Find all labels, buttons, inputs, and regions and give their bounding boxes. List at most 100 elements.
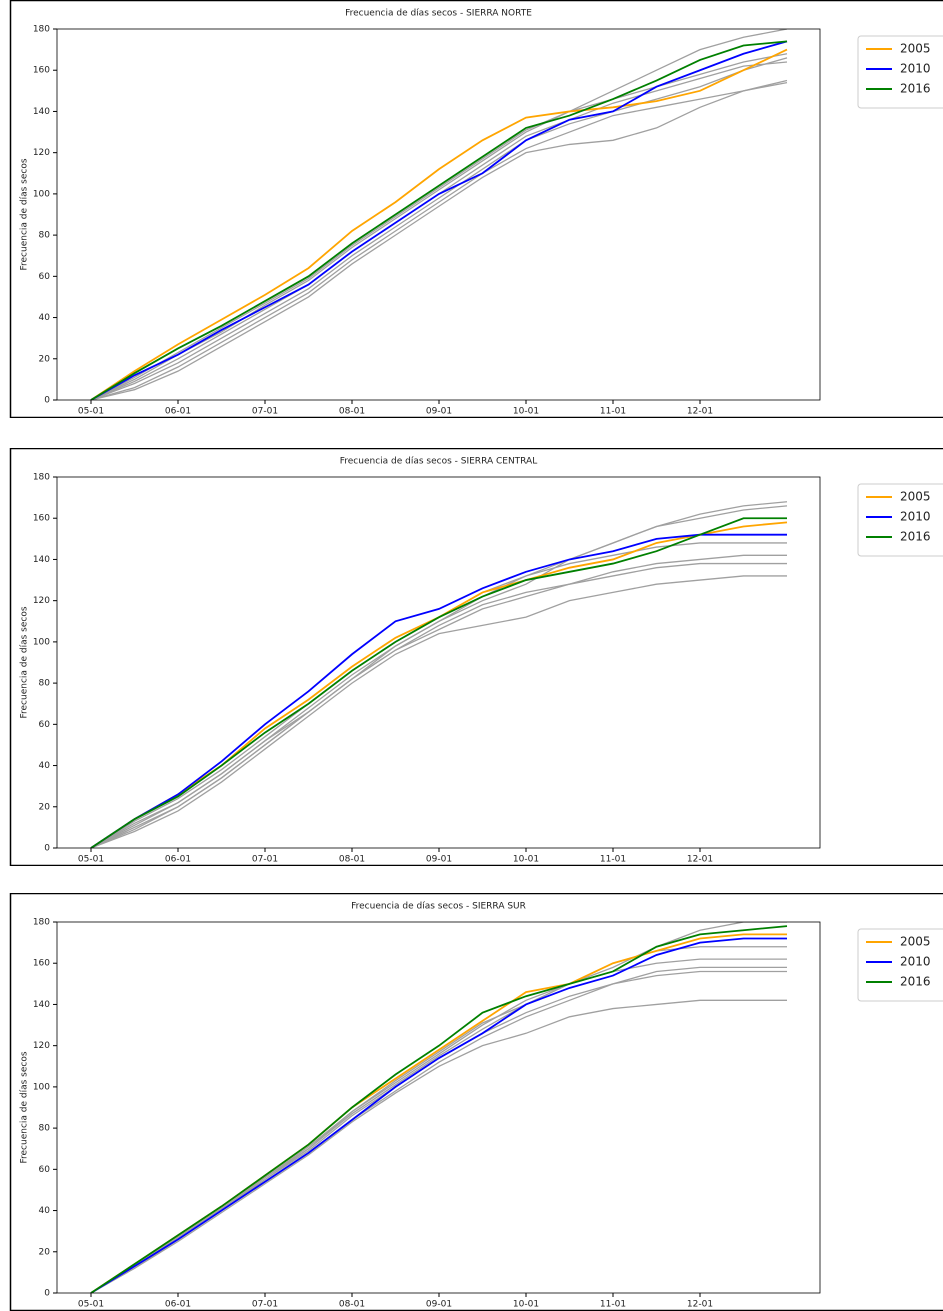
legend-label: 2010 xyxy=(900,955,931,969)
chart: Frecuencia de días secos - SIERRA SUR Fre… xyxy=(9,893,943,1311)
y-tick-label: 60 xyxy=(39,272,51,282)
y-tick-label: 160 xyxy=(33,66,50,76)
x-tick-label: 12-01 xyxy=(687,855,713,865)
y-axis-label: Frecuencia de días secos xyxy=(20,158,30,270)
y-tick-label: 0 xyxy=(44,1289,50,1299)
y-tick-label: 120 xyxy=(33,596,50,606)
y-tick-label: 80 xyxy=(39,679,51,689)
series-line xyxy=(90,61,788,400)
series-line xyxy=(90,57,788,400)
series-line xyxy=(90,81,788,400)
series-line xyxy=(90,937,787,1293)
x-tick-label: 12-01 xyxy=(687,1300,713,1310)
x-tick-label: 08-01 xyxy=(339,855,365,865)
legend-label: 2005 xyxy=(900,42,931,56)
series-line xyxy=(90,575,787,848)
series-line xyxy=(90,999,787,1293)
x-tick-label: 05-01 xyxy=(78,407,104,417)
series-line xyxy=(90,542,787,848)
series-line xyxy=(90,958,787,1293)
chart: Frecuencia de días secos - SIERRA NORTE F… xyxy=(9,0,943,418)
y-tick-label: 100 xyxy=(33,637,50,647)
series-line xyxy=(90,966,787,1293)
series-line xyxy=(90,922,787,1293)
x-tick-label: 05-01 xyxy=(78,855,104,865)
y-tick-label: 120 xyxy=(33,148,50,158)
series-line xyxy=(90,53,788,400)
y-tick-label: 100 xyxy=(33,189,50,199)
y-tick-label: 80 xyxy=(39,1124,51,1134)
legend-label: 2016 xyxy=(900,82,931,96)
legend-label: 2005 xyxy=(900,490,931,504)
x-tick-label: 09-01 xyxy=(426,1300,452,1310)
y-tick-label: 180 xyxy=(33,25,50,35)
series-line xyxy=(90,29,788,400)
legend-label: 2010 xyxy=(900,62,931,76)
x-tick-label: 09-01 xyxy=(426,855,452,865)
legend-label: 2005 xyxy=(900,935,931,949)
plot-frame xyxy=(56,28,821,401)
x-tick-label: 10-01 xyxy=(513,855,539,865)
x-tick-label: 11-01 xyxy=(600,407,626,417)
y-tick-label: 140 xyxy=(33,1000,50,1010)
chart-title: Frecuencia de días secos - SIERRA SUR xyxy=(351,902,526,912)
series-line xyxy=(90,970,787,1293)
x-tick-label: 12-01 xyxy=(687,407,713,417)
y-tick-label: 100 xyxy=(33,1082,50,1092)
x-tick-label: 05-01 xyxy=(78,1300,104,1310)
panel-border xyxy=(9,448,943,866)
series-line xyxy=(90,533,787,848)
y-tick-label: 80 xyxy=(39,231,51,241)
y-tick-label: 140 xyxy=(33,107,50,117)
series-line xyxy=(90,40,788,400)
series-line xyxy=(90,562,787,848)
x-tick-label: 08-01 xyxy=(339,1300,365,1310)
y-tick-label: 40 xyxy=(39,761,51,771)
series-line xyxy=(90,505,788,848)
y-axis-label: Frecuencia de días secos xyxy=(20,606,30,718)
series-line xyxy=(90,517,787,848)
x-tick-label: 10-01 xyxy=(513,1300,539,1310)
plot-frame xyxy=(56,476,821,849)
x-tick-label: 09-01 xyxy=(426,407,452,417)
y-tick-label: 0 xyxy=(44,844,50,854)
y-tick-label: 120 xyxy=(33,1041,50,1051)
series-line xyxy=(90,925,788,1293)
y-tick-label: 140 xyxy=(33,555,50,565)
x-tick-label: 06-01 xyxy=(165,855,191,865)
series-line xyxy=(90,933,787,1293)
y-tick-label: 60 xyxy=(39,1165,51,1175)
panel-border xyxy=(9,893,943,1311)
plot-frame xyxy=(56,921,821,1294)
series-line xyxy=(90,946,787,1293)
x-tick-label: 11-01 xyxy=(600,1300,626,1310)
y-tick-label: 40 xyxy=(39,313,51,323)
y-tick-label: 180 xyxy=(33,918,50,928)
y-tick-label: 0 xyxy=(44,396,50,406)
x-tick-label: 08-01 xyxy=(339,407,365,417)
y-tick-label: 40 xyxy=(39,1206,51,1216)
legend-label: 2016 xyxy=(900,975,931,989)
series-line xyxy=(90,79,788,400)
legend-label: 2010 xyxy=(900,510,931,524)
y-tick-label: 20 xyxy=(39,354,51,364)
series-line xyxy=(90,501,788,848)
y-tick-label: 60 xyxy=(39,720,51,730)
x-tick-label: 06-01 xyxy=(165,407,191,417)
x-tick-label: 07-01 xyxy=(252,407,278,417)
x-tick-label: 11-01 xyxy=(600,855,626,865)
x-tick-label: 10-01 xyxy=(513,407,539,417)
y-tick-label: 20 xyxy=(39,802,51,812)
y-tick-label: 160 xyxy=(33,959,50,969)
x-tick-label: 06-01 xyxy=(165,1300,191,1310)
chart-title: Frecuencia de días secos - SIERRA NORTE xyxy=(345,9,532,19)
y-axis-label: Frecuencia de días secos xyxy=(20,1051,30,1163)
y-tick-label: 160 xyxy=(33,514,50,524)
series-line xyxy=(90,48,788,400)
legend-label: 2016 xyxy=(900,530,931,544)
series-line xyxy=(90,40,788,400)
y-tick-label: 20 xyxy=(39,1247,51,1257)
x-tick-label: 07-01 xyxy=(252,855,278,865)
chart: Frecuencia de días secos - SIERRA CENTRA… xyxy=(9,448,943,866)
